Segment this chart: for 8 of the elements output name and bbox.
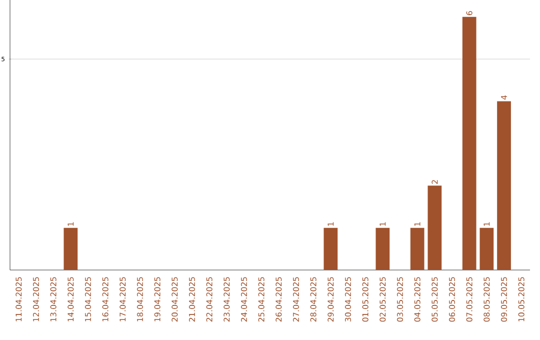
- bar: [480, 228, 494, 270]
- bar: [428, 186, 442, 270]
- bar: [497, 101, 511, 270]
- bar: [462, 16, 476, 270]
- bar: [376, 228, 390, 270]
- bar: [64, 228, 78, 270]
- bar: [410, 228, 424, 270]
- bar: [324, 228, 338, 270]
